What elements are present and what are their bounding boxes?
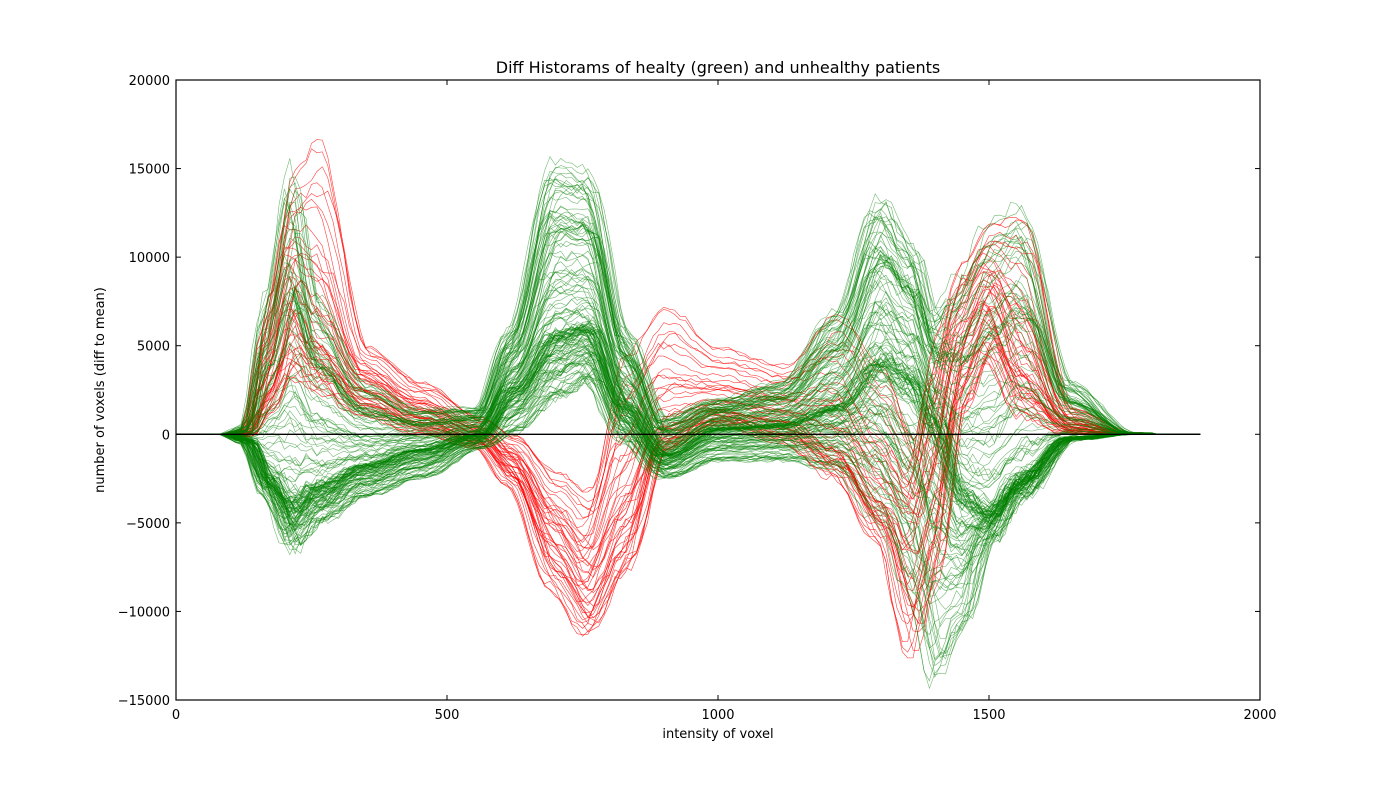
healthy-patient-curve xyxy=(175,283,1201,447)
x-tick-label: 500 xyxy=(435,708,460,723)
healthy-patient-curve xyxy=(175,205,1201,435)
x-tick-label: 0 xyxy=(172,708,180,723)
unhealthy-patient-curve xyxy=(176,258,1201,550)
unhealthy-patient-curve xyxy=(175,254,1201,552)
healthy-patient-curve xyxy=(175,240,1201,437)
unhealthy-patient-curve xyxy=(175,305,1201,590)
healthy-patient-curve xyxy=(175,221,1201,435)
unhealthy-patient-curve xyxy=(176,224,1201,529)
chart-title: Diff Historams of healty (green) and unh… xyxy=(496,58,940,77)
healthy-patient-curve xyxy=(176,196,1201,435)
y-tick-label: −15000 xyxy=(118,694,170,709)
y-tick-label: 10000 xyxy=(129,251,170,266)
unhealthy-patient-curve xyxy=(175,206,1201,520)
healthy-patient-curve xyxy=(176,348,1201,556)
healthy-patient-curve xyxy=(176,328,1201,519)
healthy-patient-curve xyxy=(175,351,1201,567)
healthy-patient-curve xyxy=(175,284,1201,447)
healthy-patient-curve xyxy=(176,344,1201,557)
y-tick-label: −5000 xyxy=(126,517,170,532)
healthy-patient-curve xyxy=(176,375,1201,682)
y-tick-label: 0 xyxy=(162,428,170,443)
x-tick-label: 2000 xyxy=(1243,708,1276,723)
healthy-patient-curve xyxy=(175,250,1201,439)
y-tick-label: −10000 xyxy=(118,605,170,620)
x-tick-label: 1000 xyxy=(701,708,734,723)
y-tick-label: 5000 xyxy=(137,340,170,355)
healthy-patient-curve xyxy=(175,189,1201,435)
healthy-patient-curve xyxy=(176,337,1201,532)
x-tick-label: 1500 xyxy=(972,708,1005,723)
y-tick-label: 20000 xyxy=(129,74,170,89)
healthy-patient-curve xyxy=(175,309,1201,488)
healthy-patient-curve xyxy=(176,373,1201,654)
unhealthy-patient-curve xyxy=(175,265,1201,559)
healthy-patient-curve xyxy=(176,215,1201,435)
healthy-patient-curve xyxy=(175,359,1201,574)
healthy-patient-curve xyxy=(175,215,1201,435)
healthy-patient-curve xyxy=(176,332,1201,520)
unhealthy-patient-curve xyxy=(175,342,1201,621)
unhealthy-patient-curve xyxy=(175,306,1201,593)
healthy-patient-curve xyxy=(176,250,1201,439)
healthy-patient-curve xyxy=(176,308,1201,481)
healthy-patient-curve xyxy=(176,373,1201,655)
healthy-patient-curve xyxy=(175,212,1201,435)
healthy-patient-curve xyxy=(176,242,1201,437)
x-axis-label: intensity of voxel xyxy=(662,727,773,742)
healthy-patient-curve xyxy=(175,336,1201,528)
healthy-patient-curve xyxy=(176,326,1201,517)
unhealthy-patient-curve xyxy=(176,148,1201,493)
healthy-patient-curve xyxy=(176,347,1201,553)
healthy-patient-curve xyxy=(175,305,1201,481)
healthy-patient-curve xyxy=(176,231,1201,435)
healthy-patient-curve xyxy=(176,177,1201,435)
healthy-patient-curve xyxy=(176,373,1201,661)
unhealthy-patient-curve xyxy=(175,190,1201,513)
y-axis-label: number of voxels (diff to mean) xyxy=(93,287,108,493)
curve-group xyxy=(175,139,1201,690)
y-tick-label: 15000 xyxy=(129,163,170,178)
healthy-patient-curve xyxy=(176,375,1201,658)
healthy-patient-curve xyxy=(176,373,1201,667)
healthy-patient-curve xyxy=(175,272,1201,444)
unhealthy-patient-curve xyxy=(176,182,1201,511)
healthy-patient-curve xyxy=(176,354,1201,581)
y-axis-ticks: −15000 −10000 −5000 0 5000 10000 15000 20000 xyxy=(118,74,1260,709)
unhealthy-patient-curve xyxy=(176,247,1201,543)
healthy-patient-curve xyxy=(175,298,1201,467)
unhealthy-patient-curve xyxy=(176,240,1201,543)
x-axis-ticks: 0 500 1000 1500 2000 xyxy=(172,80,1277,723)
